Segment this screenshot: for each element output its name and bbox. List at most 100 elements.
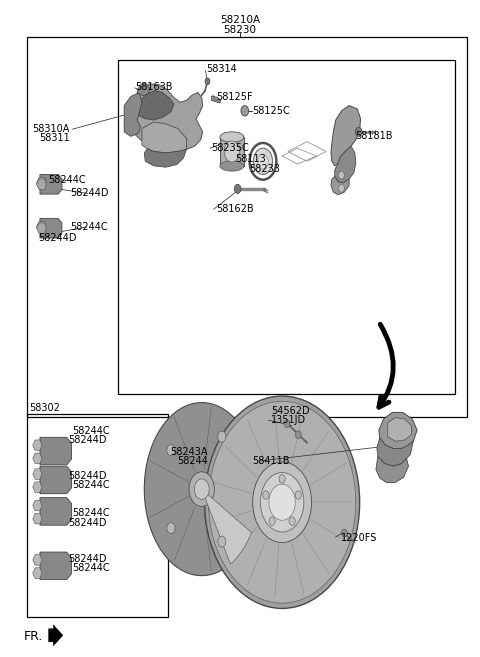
Polygon shape — [211, 97, 221, 103]
Text: 58125C: 58125C — [252, 106, 290, 116]
Polygon shape — [144, 149, 186, 168]
Bar — [27, 414, 168, 617]
Ellipse shape — [220, 132, 244, 143]
Polygon shape — [40, 438, 72, 465]
Circle shape — [194, 479, 209, 499]
Text: 58244D: 58244D — [68, 471, 106, 481]
Circle shape — [167, 522, 175, 533]
Text: 58244D: 58244D — [68, 435, 106, 445]
Text: 58244: 58244 — [177, 456, 208, 466]
Circle shape — [218, 536, 226, 547]
Circle shape — [234, 184, 241, 193]
Polygon shape — [36, 179, 46, 189]
Text: 58244D: 58244D — [70, 189, 108, 198]
Circle shape — [284, 420, 290, 428]
Text: 58244C: 58244C — [70, 222, 108, 232]
Circle shape — [269, 517, 275, 526]
Circle shape — [224, 141, 240, 162]
Circle shape — [269, 484, 295, 520]
Bar — [118, 60, 456, 394]
Polygon shape — [40, 466, 72, 493]
Circle shape — [263, 491, 269, 499]
Circle shape — [241, 106, 249, 116]
Circle shape — [253, 148, 273, 174]
Text: 1351JD: 1351JD — [271, 415, 306, 425]
Text: 58181B: 58181B — [355, 131, 392, 141]
Text: 58243A: 58243A — [170, 447, 208, 457]
FancyArrowPatch shape — [379, 325, 393, 407]
Circle shape — [338, 171, 344, 179]
Circle shape — [295, 491, 301, 499]
Polygon shape — [33, 500, 42, 510]
Circle shape — [218, 431, 226, 442]
Polygon shape — [40, 497, 72, 525]
Bar — [220, 137, 244, 166]
Text: 58125F: 58125F — [216, 92, 252, 102]
Circle shape — [355, 127, 362, 137]
Circle shape — [252, 462, 312, 543]
Polygon shape — [33, 555, 42, 565]
Text: 58162B: 58162B — [216, 204, 254, 214]
Polygon shape — [48, 625, 63, 646]
Text: 58314: 58314 — [206, 64, 237, 74]
Polygon shape — [33, 513, 42, 524]
Polygon shape — [40, 552, 72, 579]
Text: 58235C: 58235C — [211, 143, 249, 153]
Text: FR.: FR. — [24, 630, 43, 643]
Text: 58244D: 58244D — [38, 233, 76, 243]
Circle shape — [205, 78, 210, 85]
Polygon shape — [33, 568, 42, 578]
Text: 58244C: 58244C — [72, 563, 110, 573]
Bar — [27, 37, 468, 417]
Circle shape — [296, 431, 301, 439]
Polygon shape — [33, 469, 42, 480]
Circle shape — [204, 396, 360, 608]
Polygon shape — [379, 413, 417, 449]
Text: 58311: 58311 — [39, 133, 70, 143]
Polygon shape — [202, 489, 252, 564]
Polygon shape — [377, 438, 413, 466]
Polygon shape — [135, 91, 174, 120]
Text: 58244C: 58244C — [72, 480, 110, 489]
Circle shape — [189, 472, 215, 507]
Circle shape — [289, 517, 295, 526]
Polygon shape — [144, 403, 259, 576]
Circle shape — [261, 472, 304, 532]
Text: 58244C: 58244C — [72, 509, 110, 518]
Polygon shape — [33, 482, 42, 492]
Circle shape — [208, 401, 356, 603]
Polygon shape — [124, 93, 142, 137]
Text: 58113: 58113 — [235, 154, 266, 164]
Polygon shape — [40, 218, 62, 238]
Polygon shape — [376, 457, 408, 483]
Text: 58310A: 58310A — [32, 124, 69, 134]
Polygon shape — [387, 418, 411, 442]
Text: 1220FS: 1220FS — [340, 533, 377, 543]
Polygon shape — [142, 122, 186, 153]
Polygon shape — [36, 221, 46, 232]
Polygon shape — [335, 147, 356, 183]
Polygon shape — [331, 176, 349, 194]
Text: 58233: 58233 — [250, 164, 280, 173]
Polygon shape — [36, 223, 46, 233]
Polygon shape — [33, 453, 42, 464]
Circle shape — [279, 474, 285, 483]
Text: 58163B: 58163B — [135, 82, 172, 92]
Text: 58244D: 58244D — [68, 518, 106, 528]
Circle shape — [341, 529, 347, 537]
Text: 54562D: 54562D — [271, 406, 310, 416]
Text: 58210A: 58210A — [220, 15, 260, 26]
Circle shape — [167, 445, 175, 456]
Polygon shape — [40, 174, 62, 194]
Ellipse shape — [220, 161, 244, 171]
Text: 58230: 58230 — [224, 24, 256, 35]
Polygon shape — [137, 83, 150, 96]
Polygon shape — [331, 106, 360, 166]
Text: 58244D: 58244D — [68, 555, 106, 564]
Circle shape — [338, 184, 344, 192]
Text: 58302: 58302 — [29, 403, 60, 413]
Text: 58411B: 58411B — [252, 456, 289, 466]
Circle shape — [258, 154, 268, 169]
Polygon shape — [126, 84, 203, 152]
Text: 58244C: 58244C — [72, 426, 110, 436]
